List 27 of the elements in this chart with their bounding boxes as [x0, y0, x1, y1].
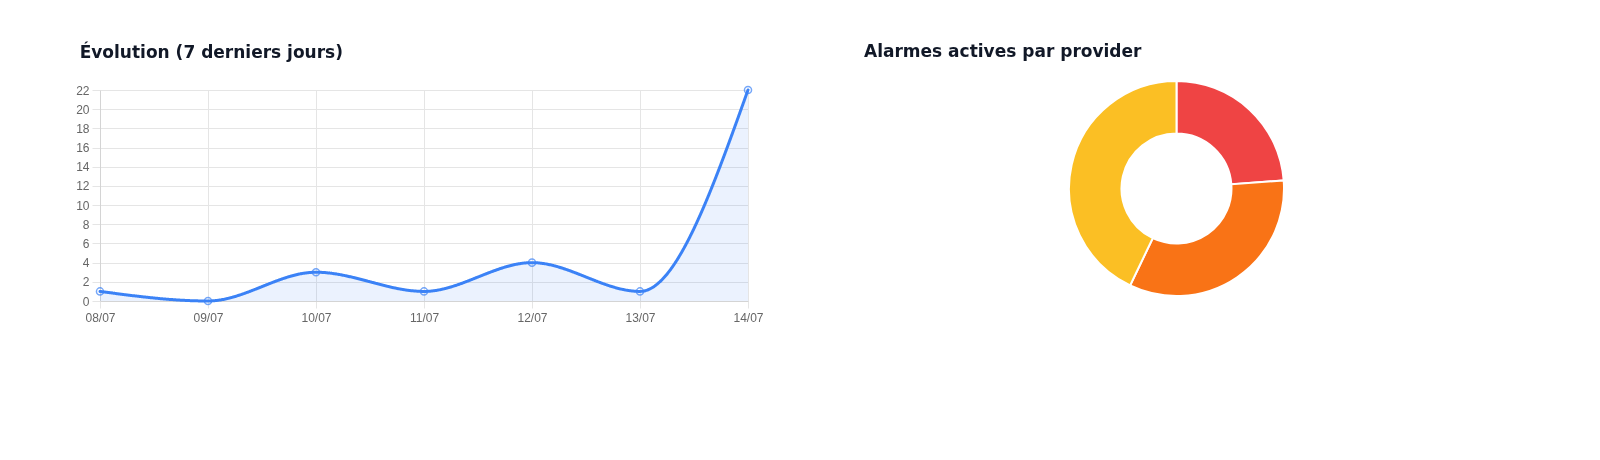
point — [635, 287, 645, 296]
x-tick-label: 11/07 — [409, 310, 440, 325]
y-tick-label: 20 — [76, 102, 90, 117]
y-tick-label: 0 — [82, 294, 90, 309]
chart-title: Alarmes actives par provider — [864, 41, 1143, 61]
y-tick-label: 22 — [76, 83, 90, 98]
y-tick-label: 4 — [82, 256, 90, 271]
point — [743, 85, 753, 95]
y-tick-label: 18 — [76, 121, 90, 136]
point — [311, 267, 321, 277]
y-tick-label: 6 — [82, 236, 90, 251]
y-tick-label: 16 — [76, 141, 90, 156]
x-tick-label: 08/07 — [85, 310, 116, 325]
y-tick-label: 12 — [76, 179, 90, 194]
y-tick-label: 8 — [82, 217, 90, 232]
y-tick-label: 10 — [76, 198, 90, 213]
x-tick-label: 10/07 — [301, 310, 332, 325]
x-tick-label: 13/07 — [625, 310, 656, 325]
point — [527, 258, 537, 267]
y-tick-label: 2 — [82, 275, 90, 290]
x-tick-label: 09/07 — [193, 310, 224, 325]
point — [95, 287, 105, 296]
x-tick-label: 14/07 — [733, 310, 764, 325]
y-tick-label: 14 — [76, 160, 90, 175]
x-tick-label: 12/07 — [517, 310, 548, 325]
chart-title: Évolution (7 derniers jours) — [79, 41, 343, 63]
point — [419, 287, 429, 296]
